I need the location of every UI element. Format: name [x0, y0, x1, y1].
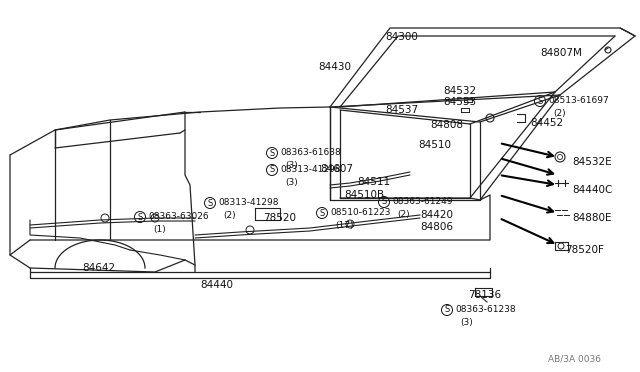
Text: 84806: 84806	[420, 222, 453, 232]
Text: S: S	[538, 96, 543, 106]
Text: 84607: 84607	[320, 164, 353, 174]
Text: 84511: 84511	[357, 177, 390, 187]
Text: 84510: 84510	[418, 140, 451, 150]
Text: 84440: 84440	[200, 280, 233, 290]
Text: 84452: 84452	[530, 118, 563, 128]
Text: 08513-61697: 08513-61697	[548, 96, 609, 105]
Text: (2): (2)	[553, 109, 566, 118]
Text: 84880E: 84880E	[572, 213, 611, 223]
Text: 08313-41298: 08313-41298	[218, 198, 278, 207]
Text: S: S	[138, 212, 143, 221]
Text: 84300: 84300	[385, 32, 418, 42]
Text: 78136: 78136	[468, 290, 501, 300]
Text: (3): (3)	[460, 318, 473, 327]
Text: 84808: 84808	[430, 120, 463, 130]
Text: 84510B: 84510B	[344, 190, 384, 200]
Text: 84420: 84420	[420, 210, 453, 220]
Text: 84430: 84430	[318, 62, 351, 72]
Text: 84532E: 84532E	[572, 157, 612, 167]
Text: 78520F: 78520F	[565, 245, 604, 255]
Text: (17): (17)	[335, 221, 353, 230]
Text: 08313-41298: 08313-41298	[280, 165, 340, 174]
Text: 84537: 84537	[385, 105, 418, 115]
Text: 08363-61238: 08363-61238	[455, 305, 516, 314]
Text: S: S	[319, 208, 324, 218]
Text: S: S	[381, 198, 387, 206]
Text: 84440C: 84440C	[572, 185, 612, 195]
Text: (1): (1)	[153, 225, 166, 234]
Text: 84807M: 84807M	[540, 48, 582, 58]
Text: S: S	[444, 305, 450, 314]
Text: (3): (3)	[285, 178, 298, 187]
Text: S: S	[207, 199, 212, 208]
Text: 84532: 84532	[443, 86, 476, 96]
Text: 08363-61249: 08363-61249	[392, 197, 452, 206]
Text: 08363-63026: 08363-63026	[148, 212, 209, 221]
Text: 84642: 84642	[82, 263, 115, 273]
Text: 08363-61638: 08363-61638	[280, 148, 340, 157]
Text: 78520: 78520	[263, 213, 296, 223]
Text: (3): (3)	[285, 161, 298, 170]
Text: (2): (2)	[397, 210, 410, 219]
Text: AB/3A 0036: AB/3A 0036	[548, 355, 601, 364]
Text: 84533: 84533	[443, 97, 476, 107]
Text: S: S	[269, 148, 275, 157]
Text: S: S	[269, 166, 275, 174]
Text: (2): (2)	[223, 211, 236, 220]
Text: 08510-61223: 08510-61223	[330, 208, 390, 217]
